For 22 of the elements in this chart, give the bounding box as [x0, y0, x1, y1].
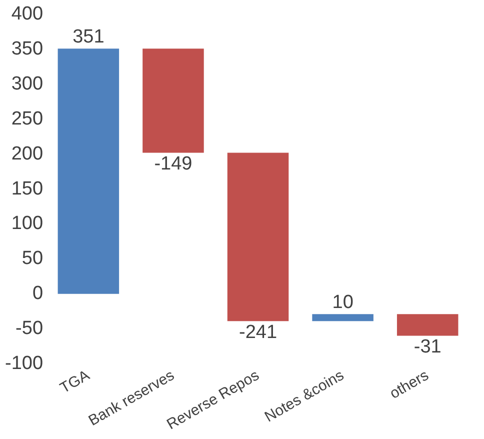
y-tick-label: 350: [11, 38, 44, 60]
y-tick-label: 100: [11, 213, 44, 234]
y-tick-label: 250: [11, 108, 44, 130]
bar: [142, 48, 204, 153]
data-label: 10: [332, 292, 354, 313]
y-tick-label: 150: [11, 178, 44, 200]
y-tick-label: 400: [11, 4, 44, 25]
data-label: -241: [239, 322, 278, 343]
bar: [227, 152, 289, 322]
y-tick-label: 300: [11, 74, 44, 94]
y-tick-label: 200: [11, 143, 44, 164]
bar: [58, 48, 120, 294]
data-label: -149: [154, 153, 192, 174]
y-tick-label: 0: [32, 283, 44, 304]
y-tick-label: 50: [22, 248, 44, 270]
bar: [396, 314, 458, 336]
y-tick-label: -50: [16, 318, 44, 340]
y-tick-label: -100: [4, 352, 44, 374]
data-label: -31: [414, 336, 442, 358]
bar: [312, 314, 374, 322]
data-label: 351: [72, 26, 104, 48]
x-tick-label: TGA: [57, 366, 92, 397]
